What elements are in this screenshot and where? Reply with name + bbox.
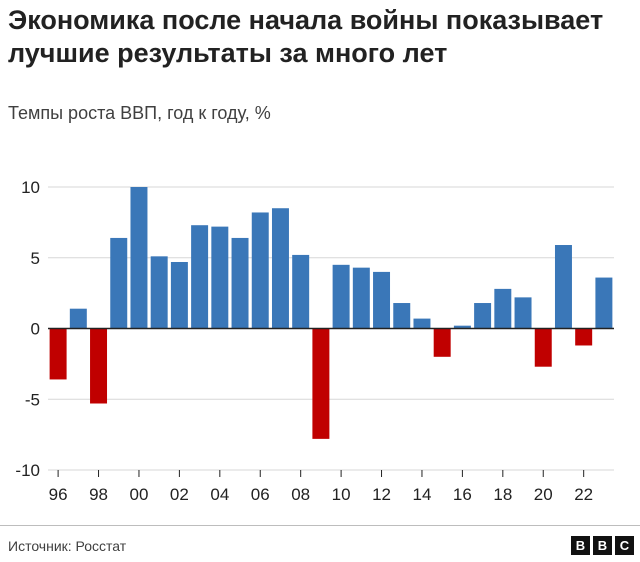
bar-2018: [494, 288, 512, 329]
bbc-logo-letter: B: [571, 536, 590, 555]
x-tick-label: 00: [130, 485, 149, 504]
bar-2002: [170, 261, 188, 329]
y-tick-label: 0: [31, 320, 40, 339]
bar-1996: [49, 328, 67, 380]
x-tick-label: 06: [251, 485, 270, 504]
y-tick-label: 5: [31, 249, 40, 268]
footer-divider: [0, 525, 640, 526]
bar-2000: [130, 187, 148, 329]
bar-2016: [453, 325, 471, 329]
chart-title: Экономика после начала войны показывает …: [8, 5, 604, 68]
bar-2010: [332, 264, 350, 329]
bar-2019: [514, 297, 532, 329]
bar-2014: [413, 318, 431, 329]
x-tick-label: 14: [413, 485, 432, 504]
y-tick-label: 10: [21, 178, 40, 197]
x-tick-label: 18: [493, 485, 512, 504]
x-tick-label: 08: [291, 485, 310, 504]
bar-2005: [231, 237, 249, 329]
bar-1997: [69, 308, 87, 329]
bar-2022: [575, 328, 593, 346]
x-tick-label: 02: [170, 485, 189, 504]
y-tick-label: -10: [15, 461, 40, 480]
bar-2006: [251, 212, 269, 329]
bar-2007: [271, 208, 289, 329]
bar-2017: [474, 303, 492, 329]
bar-2009: [312, 328, 330, 439]
bar-2004: [211, 226, 229, 329]
bar-2003: [191, 225, 209, 329]
x-tick-label: 10: [332, 485, 351, 504]
bar-1998: [90, 328, 108, 404]
bbc-logo-letter: B: [593, 536, 612, 555]
bbc-logo: B B C: [571, 536, 634, 555]
source-note: Источник: Росстат: [8, 538, 127, 554]
bar-2013: [393, 303, 411, 329]
bar-2023: [595, 277, 613, 329]
y-tick-label: -5: [25, 390, 40, 409]
x-tick-label: 98: [89, 485, 108, 504]
bar-2020: [534, 328, 552, 367]
bar-2021: [554, 245, 572, 329]
bar-2015: [433, 328, 451, 357]
x-tick-label: 22: [574, 485, 593, 504]
bar-2008: [292, 254, 310, 329]
bar-2001: [150, 256, 168, 329]
bar-1999: [110, 237, 128, 329]
bbc-logo-letter: C: [615, 536, 634, 555]
x-tick-label: 16: [453, 485, 472, 504]
x-tick-label: 96: [49, 485, 68, 504]
gdp-growth-bar-chart: 10 5 0 -5 -10 96 98 00 02 04 06 08 10 12 14 16 18 20 22: [15, 178, 614, 504]
x-tick-label: 04: [210, 485, 229, 504]
chart-subtitle: Темпы роста ВВП, год к году, %: [8, 103, 271, 123]
x-tick-label: 12: [372, 485, 391, 504]
bar-2012: [373, 271, 391, 329]
bar-2011: [352, 267, 370, 329]
x-tick-label: 20: [534, 485, 553, 504]
